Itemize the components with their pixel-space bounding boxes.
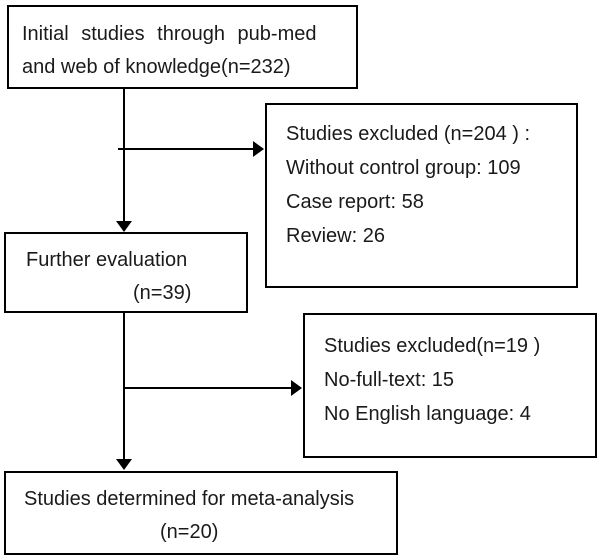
box-meta-analysis: Studies determined for meta-analysis (n=…	[4, 471, 398, 555]
arrow-down-icon	[116, 459, 132, 470]
arrow-to-excluded-19-line	[124, 387, 291, 389]
arrow-to-excluded-204-line	[118, 148, 254, 150]
box-excluded1-line2: Without control group: 109	[286, 157, 521, 179]
arrow-right-icon	[291, 380, 302, 396]
box-initial-studies: Initial studies through pub-med and web …	[7, 5, 358, 89]
box-excluded1-line3: Case report: 58	[286, 191, 424, 213]
arrow-further-to-final-line	[123, 313, 125, 459]
box-excluded2-line2: No-full-text: 15	[324, 369, 455, 391]
box-excluded2-line1: Studies excluded(n=19 )	[324, 335, 541, 357]
box-final-line2: (n=20)	[160, 521, 219, 543]
box-further-line2: (n=39)	[133, 282, 192, 304]
box-initial-line1: Initial studies through pub-med	[22, 23, 317, 45]
box-excluded1-line1: Studies excluded (n=204 ) :	[286, 123, 531, 145]
box-further-evaluation: Further evaluation (n=39)	[4, 232, 248, 313]
box-studies-excluded-204: Studies excluded (n=204 ) : Without cont…	[265, 103, 578, 288]
box-further-line1: Further evaluation	[26, 249, 188, 271]
box-excluded1-line4: Review: 26	[286, 225, 385, 247]
box-studies-excluded-19: Studies excluded(n=19 ) No-full-text: 15…	[303, 313, 597, 458]
box-excluded2-line3: No English language: 4	[324, 403, 531, 425]
arrow-down-icon	[116, 221, 132, 232]
arrow-initial-to-further-line	[123, 89, 125, 224]
box-final-line1: Studies determined for meta-analysis	[24, 488, 355, 510]
box-initial-line2: and web of knowledge(n=232)	[22, 56, 291, 78]
arrow-right-icon	[253, 141, 264, 157]
